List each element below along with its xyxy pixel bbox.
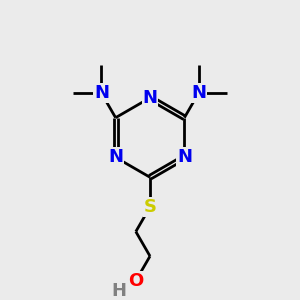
Text: N: N [108, 148, 123, 166]
Text: H: H [111, 282, 126, 300]
Text: S: S [143, 198, 157, 216]
Text: N: N [94, 84, 109, 102]
Text: N: N [177, 148, 192, 166]
Text: O: O [128, 272, 143, 290]
Text: N: N [191, 84, 206, 102]
Text: N: N [142, 89, 158, 107]
